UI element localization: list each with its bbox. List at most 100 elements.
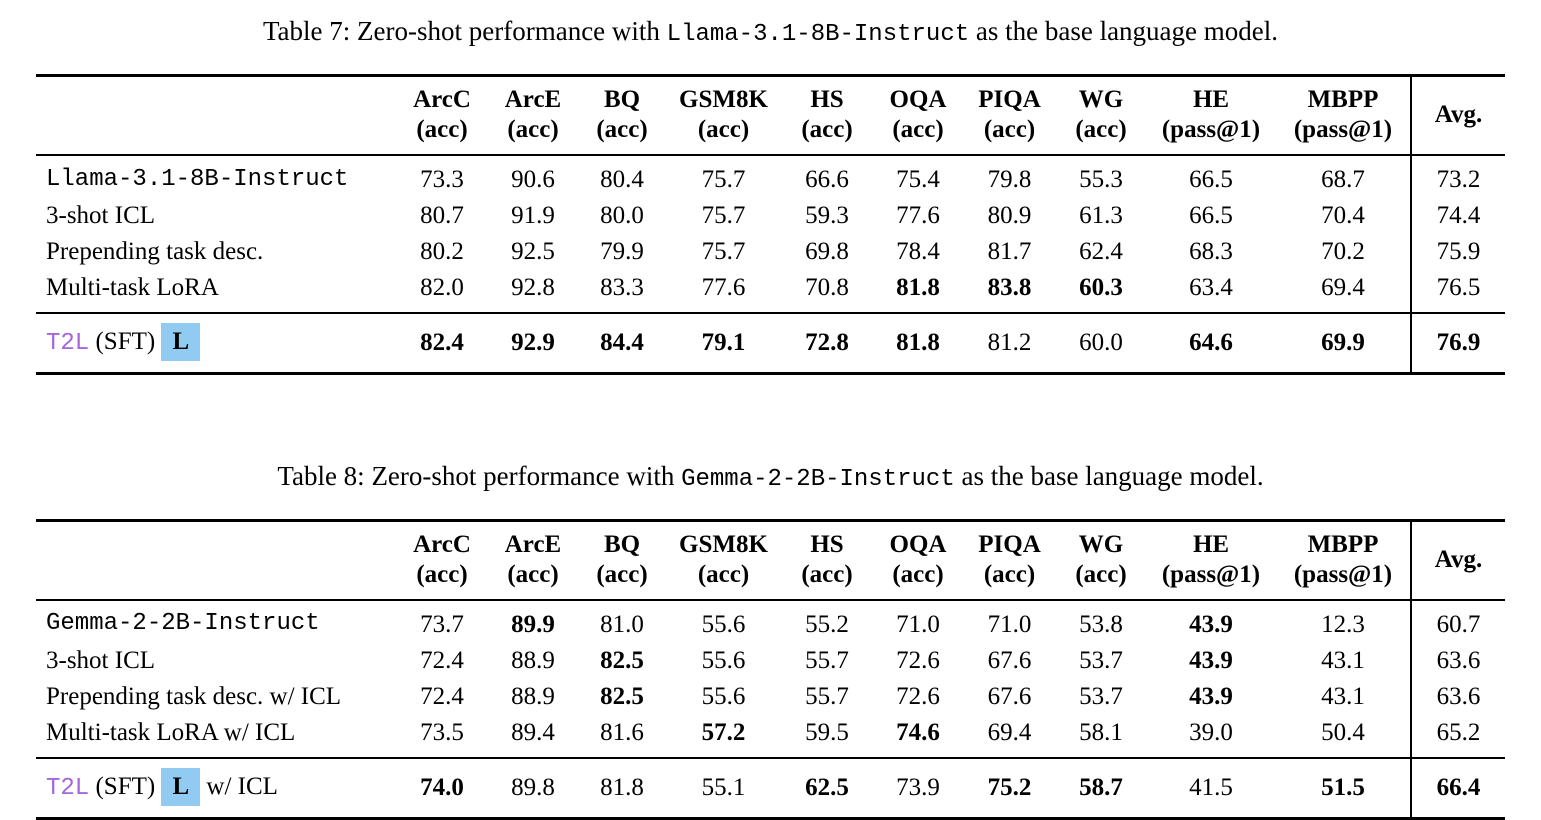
cell-value: 88.9 [511,682,555,710]
cell-value: 84.4 [600,328,644,356]
column-header: HE (pass@1) [1146,520,1276,601]
column-metric: (acc) [507,116,559,143]
cell-value: 69.4 [963,714,1056,759]
column-name: ArcE [504,86,562,113]
cell-value: 75.7 [701,166,746,193]
cell-value: 12.3 [1321,610,1365,638]
row-label: Prepending task desc. [46,238,264,265]
table8-caption: Table 8: Zero-shot performance with Gemm… [0,461,1541,493]
column-name: HS [810,530,844,558]
cell-value: 71.0 [987,610,1032,638]
cell-value: 82.5 [600,646,644,674]
cell-value: 80.9 [987,202,1032,229]
row-label: Multi-task LoRA w/ ICL [36,714,396,759]
cell-avg: 73.2 [1410,155,1505,198]
column-name: MBPP [1307,86,1379,113]
table-row: Multi-task LoRA w/ ICL 73.5 89.4 81.6 57.2 59… [36,714,1505,759]
caption-model-name: Gemma-2-2B-Instruct [681,465,955,493]
row-label: Llama-3.1-8B-Instruct [46,165,349,193]
t2l-model-badge: L [161,767,201,806]
cell-value: 59.3 [805,202,849,229]
cell-value: 73.9 [896,773,940,801]
column-header: MBPP (pass@1) [1276,75,1411,156]
column-name: PIQA [978,530,1041,558]
cell-value: 82.0 [396,270,488,314]
cell-value: 60.0 [1079,328,1123,356]
t2l-method-label: (SFT) [89,328,162,355]
cell-value: 75.7 [701,202,746,229]
cell-value: 81.2 [987,328,1032,356]
cell-value: 67.6 [987,646,1032,674]
cell-value: 75.7 [701,238,746,265]
column-header: PIQA (acc) [963,520,1056,601]
row-label: 3-shot ICL [46,202,156,229]
header-row: ArcC (acc) ArcE (acc) BQ (acc) GSM8K (acc) HS (ac… [36,75,1505,156]
cell-value: 55.6 [701,610,746,638]
column-header: GSM8K (acc) [666,75,781,156]
cell-value: 57.2 [666,714,781,759]
cell-value: 89.8 [511,773,555,801]
column-name: OQA [889,530,947,558]
t2l-row: T2L (SFT) L 82.4 92.9 84.4 79.1 72.8 81.8 81.2 6… [36,313,1505,374]
t2l-row: T2L (SFT) L w/ ICL 74.0 89.8 81.8 55.1 62.5 73… [36,757,1505,819]
cell-avg: 76.5 [1410,270,1505,314]
cell-value: 79.8 [987,166,1032,193]
column-metric: (pass@1) [1293,560,1393,588]
cell-value: 68.3 [1189,238,1233,265]
table-row: 3-shot ICL 80.7 91.9 80.0 75.7 59.3 77.6 80.9 61… [36,198,1505,234]
column-header-empty [36,520,396,601]
cell-value: 43.1 [1321,646,1365,674]
column-name: GSM8K [679,86,768,113]
cell-value: 53.8 [1079,610,1123,638]
cell-value: 39.0 [1146,714,1276,759]
column-metric: (acc) [983,116,1036,143]
column-metric: (acc) [1075,560,1127,588]
column-header-empty [36,75,396,156]
t2l-suffix: w/ ICL [200,772,278,800]
column-metric: (acc) [697,116,750,143]
column-name: ArcC [413,86,471,113]
column-name: GSM8K [679,530,768,558]
column-header: BQ (acc) [578,520,666,601]
cell-value: 41.5 [1189,773,1233,801]
column-name: HE [1192,86,1230,113]
cell-value: 73.3 [420,166,464,193]
cell-value: 83.8 [963,270,1056,314]
column-header: BQ (acc) [578,75,666,156]
cell-avg: 74.4 [1410,198,1505,234]
column-metric: (pass@1) [1161,116,1261,143]
column-metric: (acc) [801,116,853,143]
table8-section: Table 8: Zero-shot performance with Gemm… [0,461,1541,820]
column-metric: (pass@1) [1293,116,1393,143]
cell-value: 80.2 [420,238,464,265]
caption-text-suffix: as the base language model. [969,16,1279,46]
cell-value: 53.7 [1079,646,1123,674]
cell-value: 62.5 [805,773,849,801]
column-header: HE (pass@1) [1146,75,1276,156]
cell-value: 81.8 [873,270,963,314]
cell-value: 66.5 [1189,202,1233,229]
column-header: MBPP (pass@1) [1276,520,1411,601]
cell-value: 73.5 [396,714,488,759]
cell-value: 89.4 [488,714,578,759]
column-name: OQA [889,86,947,113]
row-label: Prepending task desc. w/ ICL [46,682,342,710]
cell-value: 81.7 [987,238,1032,265]
column-header: ArcE (acc) [488,520,578,601]
cell-value: 92.9 [511,328,555,356]
column-name: WG [1078,86,1124,113]
table-row: Llama-3.1-8B-Instruct 73.3 90.6 80.4 75.7 66.… [36,155,1505,198]
t2l-model-badge: L [161,323,201,361]
cell-value: 55.1 [701,773,746,801]
table-row: Gemma-2-2B-Instruct 73.7 89.9 81.0 55.6 55.2 7… [36,599,1505,643]
cell-value: 80.0 [600,202,644,229]
t2l-label: T2L [46,774,90,802]
cell-value: 71.0 [896,610,940,638]
caption-text-suffix: as the base language model. [954,460,1264,491]
row-label-t2l: T2L (SFT) L [36,313,396,373]
cell-value: 62.4 [1079,238,1123,265]
cell-value: 82.5 [600,682,644,710]
column-metric: (acc) [507,560,559,588]
cell-value: 60.3 [1056,270,1146,314]
cell-value: 81.0 [600,610,644,638]
